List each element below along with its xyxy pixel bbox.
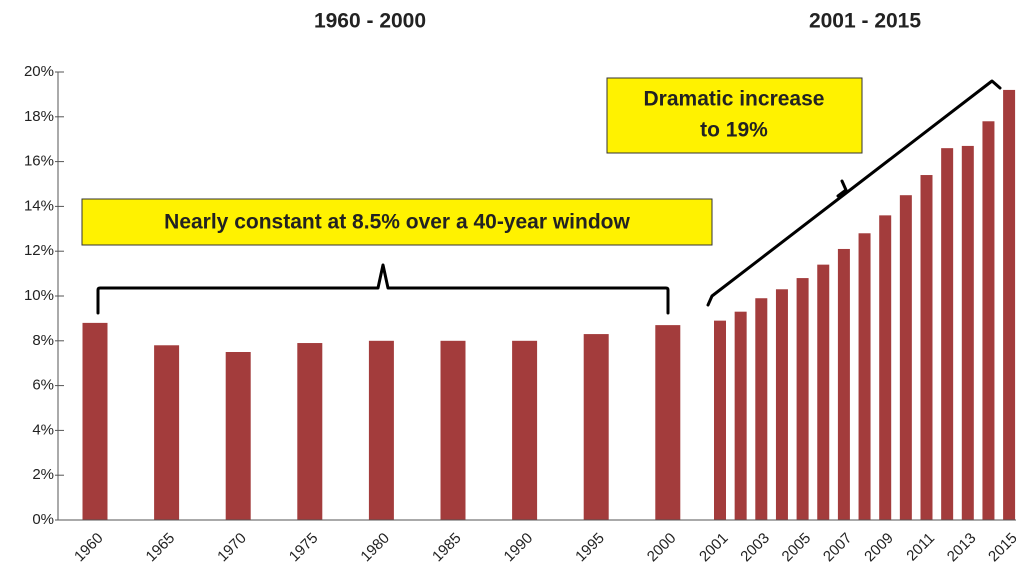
y-tick-label: 14% [24, 197, 54, 214]
y-tick-label: 12% [24, 242, 54, 259]
bar [225, 352, 251, 520]
bar [583, 334, 609, 520]
x-tick-label: 2011 [903, 530, 938, 565]
annotation: to 19% [700, 119, 768, 142]
x-tick-label: 1975 [286, 530, 322, 566]
y-tick-label: 10% [24, 287, 54, 304]
x-tick-label: 2009 [861, 530, 897, 566]
x-tick-label: 1965 [143, 530, 179, 566]
x-tick-label: 2000 [644, 530, 680, 566]
bar [941, 148, 954, 520]
y-tick-label: 16% [24, 153, 54, 170]
x-tick-label: 1985 [429, 530, 465, 566]
bar [368, 340, 394, 520]
x-tick-label: 1980 [357, 530, 393, 566]
bar [655, 325, 681, 520]
bar [82, 322, 108, 520]
annotation-box [81, 198, 713, 246]
annotation: Nearly constant at 8.5% over a 40-year w… [164, 211, 630, 234]
bar [920, 175, 933, 521]
y-tick-label: 4% [32, 421, 54, 438]
bar [714, 320, 726, 520]
x-tick-label: 2005 [779, 530, 815, 566]
x-tick-label: 2001 [696, 530, 732, 566]
bar [796, 278, 809, 520]
bar [297, 343, 323, 520]
x-tick-label: 1995 [572, 530, 608, 566]
period-header: 1960 - 2000 [314, 10, 426, 33]
bar [1003, 89, 1016, 521]
x-tick-label: 1970 [214, 530, 250, 566]
bracket [96, 263, 670, 315]
y-tick-label: 0% [32, 511, 54, 528]
period-header: 2001 - 2015 [809, 10, 921, 33]
bar [512, 340, 538, 520]
y-tick-label: 18% [24, 108, 54, 125]
bar [154, 345, 180, 520]
bar [440, 340, 466, 520]
x-tick-label: 2013 [944, 530, 980, 566]
y-tick-label: 6% [32, 377, 54, 394]
bar [755, 298, 768, 520]
bar [858, 233, 871, 520]
x-tick-label: 1960 [71, 530, 107, 566]
y-tick-label: 20% [24, 63, 54, 80]
bar [899, 195, 912, 520]
x-tick-label: 2003 [737, 530, 773, 566]
y-tick-label: 2% [32, 466, 54, 483]
bar [734, 311, 747, 520]
annotation-box [606, 77, 863, 154]
bar [837, 248, 850, 520]
x-tick-label: 2015 [985, 530, 1016, 566]
bar [982, 121, 995, 520]
bar [775, 289, 788, 520]
x-tick-label: 2007 [820, 530, 856, 566]
x-tick-label: 1990 [501, 530, 537, 566]
y-tick-label: 8% [32, 332, 54, 349]
bar [817, 264, 830, 520]
annotation: Dramatic increase [644, 88, 825, 111]
bar [879, 215, 892, 521]
bar [961, 145, 974, 521]
bracket [706, 79, 1002, 307]
